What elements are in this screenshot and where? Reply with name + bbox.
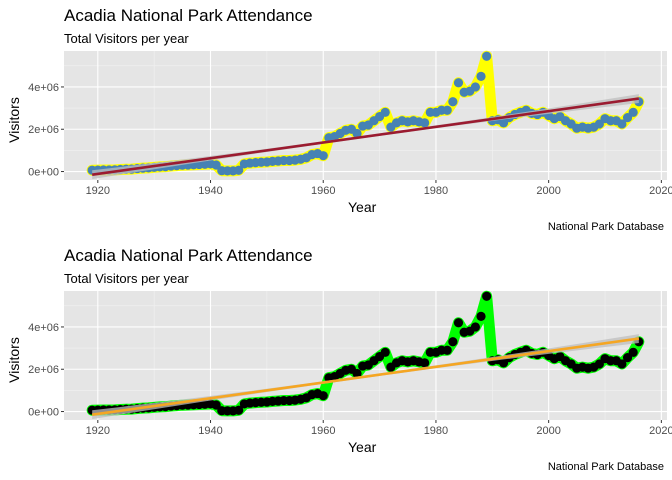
data-point xyxy=(476,71,486,81)
x-axis-label: Year xyxy=(348,199,377,215)
x-tick-label: 2020 xyxy=(649,425,672,437)
data-point xyxy=(442,105,452,115)
y-axis-label: Visitors xyxy=(6,337,22,383)
data-point xyxy=(442,345,452,355)
x-tick-label: 1980 xyxy=(424,425,448,437)
chart-panel-top: Acadia National Park Attendance Total Vi… xyxy=(6,6,672,233)
chart-caption: National Park Database xyxy=(547,221,664,233)
y-tick-label: 2e+06 xyxy=(28,124,59,136)
x-tick-label: 1940 xyxy=(198,425,222,437)
x-tick-label: 2000 xyxy=(536,425,560,437)
x-tick-label: 1940 xyxy=(198,185,222,197)
data-point xyxy=(352,128,362,139)
data-point xyxy=(234,165,244,175)
data-point xyxy=(453,78,464,88)
data-point xyxy=(420,118,430,128)
data-point xyxy=(470,322,480,332)
chart-title: Acadia National Park Attendance xyxy=(64,6,313,25)
x-axis-label: Year xyxy=(348,439,377,455)
chart-title: Acadia National Park Attendance xyxy=(64,246,313,265)
trend-line xyxy=(91,97,640,177)
trend-line xyxy=(91,337,640,417)
data-point xyxy=(352,368,362,379)
x-tick-label: 1960 xyxy=(311,185,335,197)
data-point xyxy=(617,359,627,369)
data-point xyxy=(211,160,221,170)
chart-caption: National Park Database xyxy=(547,461,664,473)
chart-panel-bottom: Acadia National Park Attendance Total Vi… xyxy=(0,240,672,480)
data-point xyxy=(380,347,390,357)
data-point xyxy=(482,291,492,301)
data-point xyxy=(448,97,458,107)
data-point xyxy=(448,337,458,347)
data-point xyxy=(234,405,244,415)
x-tick-label: 1920 xyxy=(86,425,110,437)
data-point xyxy=(318,391,328,401)
chart-subtitle: Total Visitors per year xyxy=(64,271,189,286)
chart-plot: 1920 1940 1960 1980 2000 2020 0e+00 2e+06 4e+06 xyxy=(28,290,672,437)
data-point xyxy=(318,151,328,161)
y-tick-label: 0e+00 xyxy=(28,407,59,419)
y-tick-label: 4e+06 xyxy=(28,82,59,94)
data-point xyxy=(482,51,492,61)
data-point xyxy=(628,347,638,357)
x-tick-label: 1920 xyxy=(86,185,110,197)
data-point xyxy=(628,107,638,117)
data-point xyxy=(470,82,480,92)
x-tick-label: 1980 xyxy=(424,185,448,197)
y-axis-label: Visitors xyxy=(6,97,22,143)
data-point xyxy=(211,400,221,410)
y-tick-label: 0e+00 xyxy=(28,167,59,179)
x-tick-label: 1960 xyxy=(311,425,335,437)
data-point xyxy=(420,358,430,368)
y-tick-label: 4e+06 xyxy=(28,322,59,334)
data-point xyxy=(380,107,390,117)
x-tick-label: 2020 xyxy=(649,185,672,197)
chart-plot: 1920 1940 1960 1980 2000 2020 0e+00 2e+06 4e+06 xyxy=(28,50,672,197)
chart-subtitle: Total Visitors per year xyxy=(64,31,189,46)
data-point xyxy=(453,318,464,328)
y-tick-label: 2e+06 xyxy=(28,364,59,376)
data-point xyxy=(476,311,486,321)
data-point xyxy=(617,119,627,129)
x-tick-label: 2000 xyxy=(536,185,560,197)
